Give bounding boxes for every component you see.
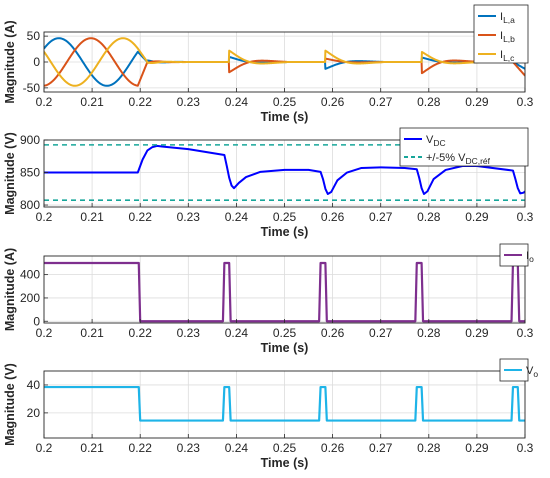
y-axis-label: Magnitude (A) [3,20,17,103]
y-tick-label: 0 [33,55,40,69]
y-tick-label: 850 [20,166,40,180]
x-tick-label: 0.21 [80,210,104,224]
x-tick-label: 0.27 [369,210,393,224]
y-tick-label: 800 [20,198,40,212]
series-line-3 [44,37,525,87]
x-tick-label: 0.25 [273,326,297,340]
x-tick-label: 0.28 [417,326,441,340]
series-group [44,261,525,323]
legend-label-1: Io [526,250,534,264]
x-axis-label: Time (s) [261,225,309,239]
x-tick-label: 0.28 [417,210,441,224]
legend-label-3: IL,c [500,49,515,63]
x-tick-label: 0.28 [417,95,441,109]
series-line-1 [44,385,525,422]
legend-box [399,127,529,167]
x-tick-label: 0.22 [129,95,153,109]
chart-panel-4: 0.2 0.21 0.22 0.23 0.24 0.25 0.26 0.27 0.28 0.29 0… [3,358,538,470]
legend: VDC +/-5% VDC,réf [399,127,529,167]
x-tick-label: 0.29 [465,326,489,340]
y-axis-label: Magnitude (A) [3,248,17,331]
x-tick-label: 0.3 [517,210,534,224]
x-tick-label: 0.3 [517,326,534,340]
series-line-1 [44,261,525,323]
x-tick-label: 0.23 [177,441,201,455]
x-axis-label: Time (s) [261,456,309,470]
x-tick-label: 0.21 [80,441,104,455]
y-axis-label: Magnitude (V) [3,363,17,446]
y-tick-label: 900 [20,133,40,147]
x-tick-label: 0.27 [369,326,393,340]
legend-label-1: Vo [526,365,538,379]
legend-label-1: VDC [426,134,446,148]
y-tick-label: -50 [23,81,41,95]
chart-panel-3: 0.2 0.21 0.22 0.23 0.24 0.25 0.26 0.27 0.28 0.29 0… [3,243,534,355]
legend-label-2: IL,b [500,30,515,44]
x-tick-label: 0.29 [465,210,489,224]
x-tick-label: 0.23 [177,326,201,340]
x-tick-label: 0.24 [225,326,249,340]
x-tick-label: 0.21 [80,326,104,340]
y-tick-label: 0 [33,314,40,328]
x-tick-label: 0.3 [517,95,534,109]
series-group [44,385,525,422]
y-tick-label: 40 [27,378,41,392]
x-tick-label: 0.21 [80,95,104,109]
chart-panel-1: 0.2 0.21 0.22 0.23 0.24 0.25 0.26 0.27 0.28 0.29 0… [3,4,534,124]
x-tick-label: 0.3 [517,441,534,455]
series-group [44,37,525,87]
y-tick-label: 20 [27,406,41,420]
x-tick-label: 0.24 [225,441,249,455]
y-tick-label: 50 [27,29,41,43]
x-axis-label: Time (s) [261,110,309,124]
x-tick-label: 0.25 [273,441,297,455]
y-axis-label: Magnitude (V) [3,132,17,215]
x-tick-label: 0.2 [36,326,53,340]
x-tick-label: 0.23 [177,95,201,109]
x-tick-label: 0.27 [369,95,393,109]
x-tick-label: 0.26 [321,210,345,224]
x-tick-label: 0.2 [36,210,53,224]
x-tick-label: 0.27 [369,441,393,455]
x-tick-label: 0.26 [321,95,345,109]
legend-label-2: +/-5% VDC,réf [426,152,491,166]
x-tick-label: 0.22 [129,210,153,224]
legend: IL,a IL,b IL,c [473,4,529,64]
x-tick-label: 0.25 [273,95,297,109]
x-tick-label: 0.24 [225,210,249,224]
x-tick-label: 0.28 [417,441,441,455]
x-tick-label: 0.29 [465,441,489,455]
x-tick-label: 0.2 [36,95,53,109]
legend-label-1: IL,a [500,11,515,25]
x-tick-label: 0.22 [129,441,153,455]
x-tick-label: 0.2 [36,441,53,455]
y-tick-label: 400 [20,268,40,282]
x-tick-label: 0.22 [129,326,153,340]
x-tick-label: 0.23 [177,210,201,224]
chart-panel-2: 0.2 0.21 0.22 0.23 0.24 0.25 0.26 0.27 0.28 0.29 0… [3,127,534,239]
y-tick-label: 200 [20,291,40,305]
x-tick-label: 0.29 [465,95,489,109]
x-tick-label: 0.24 [225,95,249,109]
x-tick-label: 0.25 [273,210,297,224]
x-tick-label: 0.26 [321,326,345,340]
legend: Vo [499,358,538,382]
grid-lines [43,371,526,438]
legend: Io [499,243,534,267]
x-axis-label: Time (s) [261,341,309,355]
x-tick-label: 0.26 [321,441,345,455]
